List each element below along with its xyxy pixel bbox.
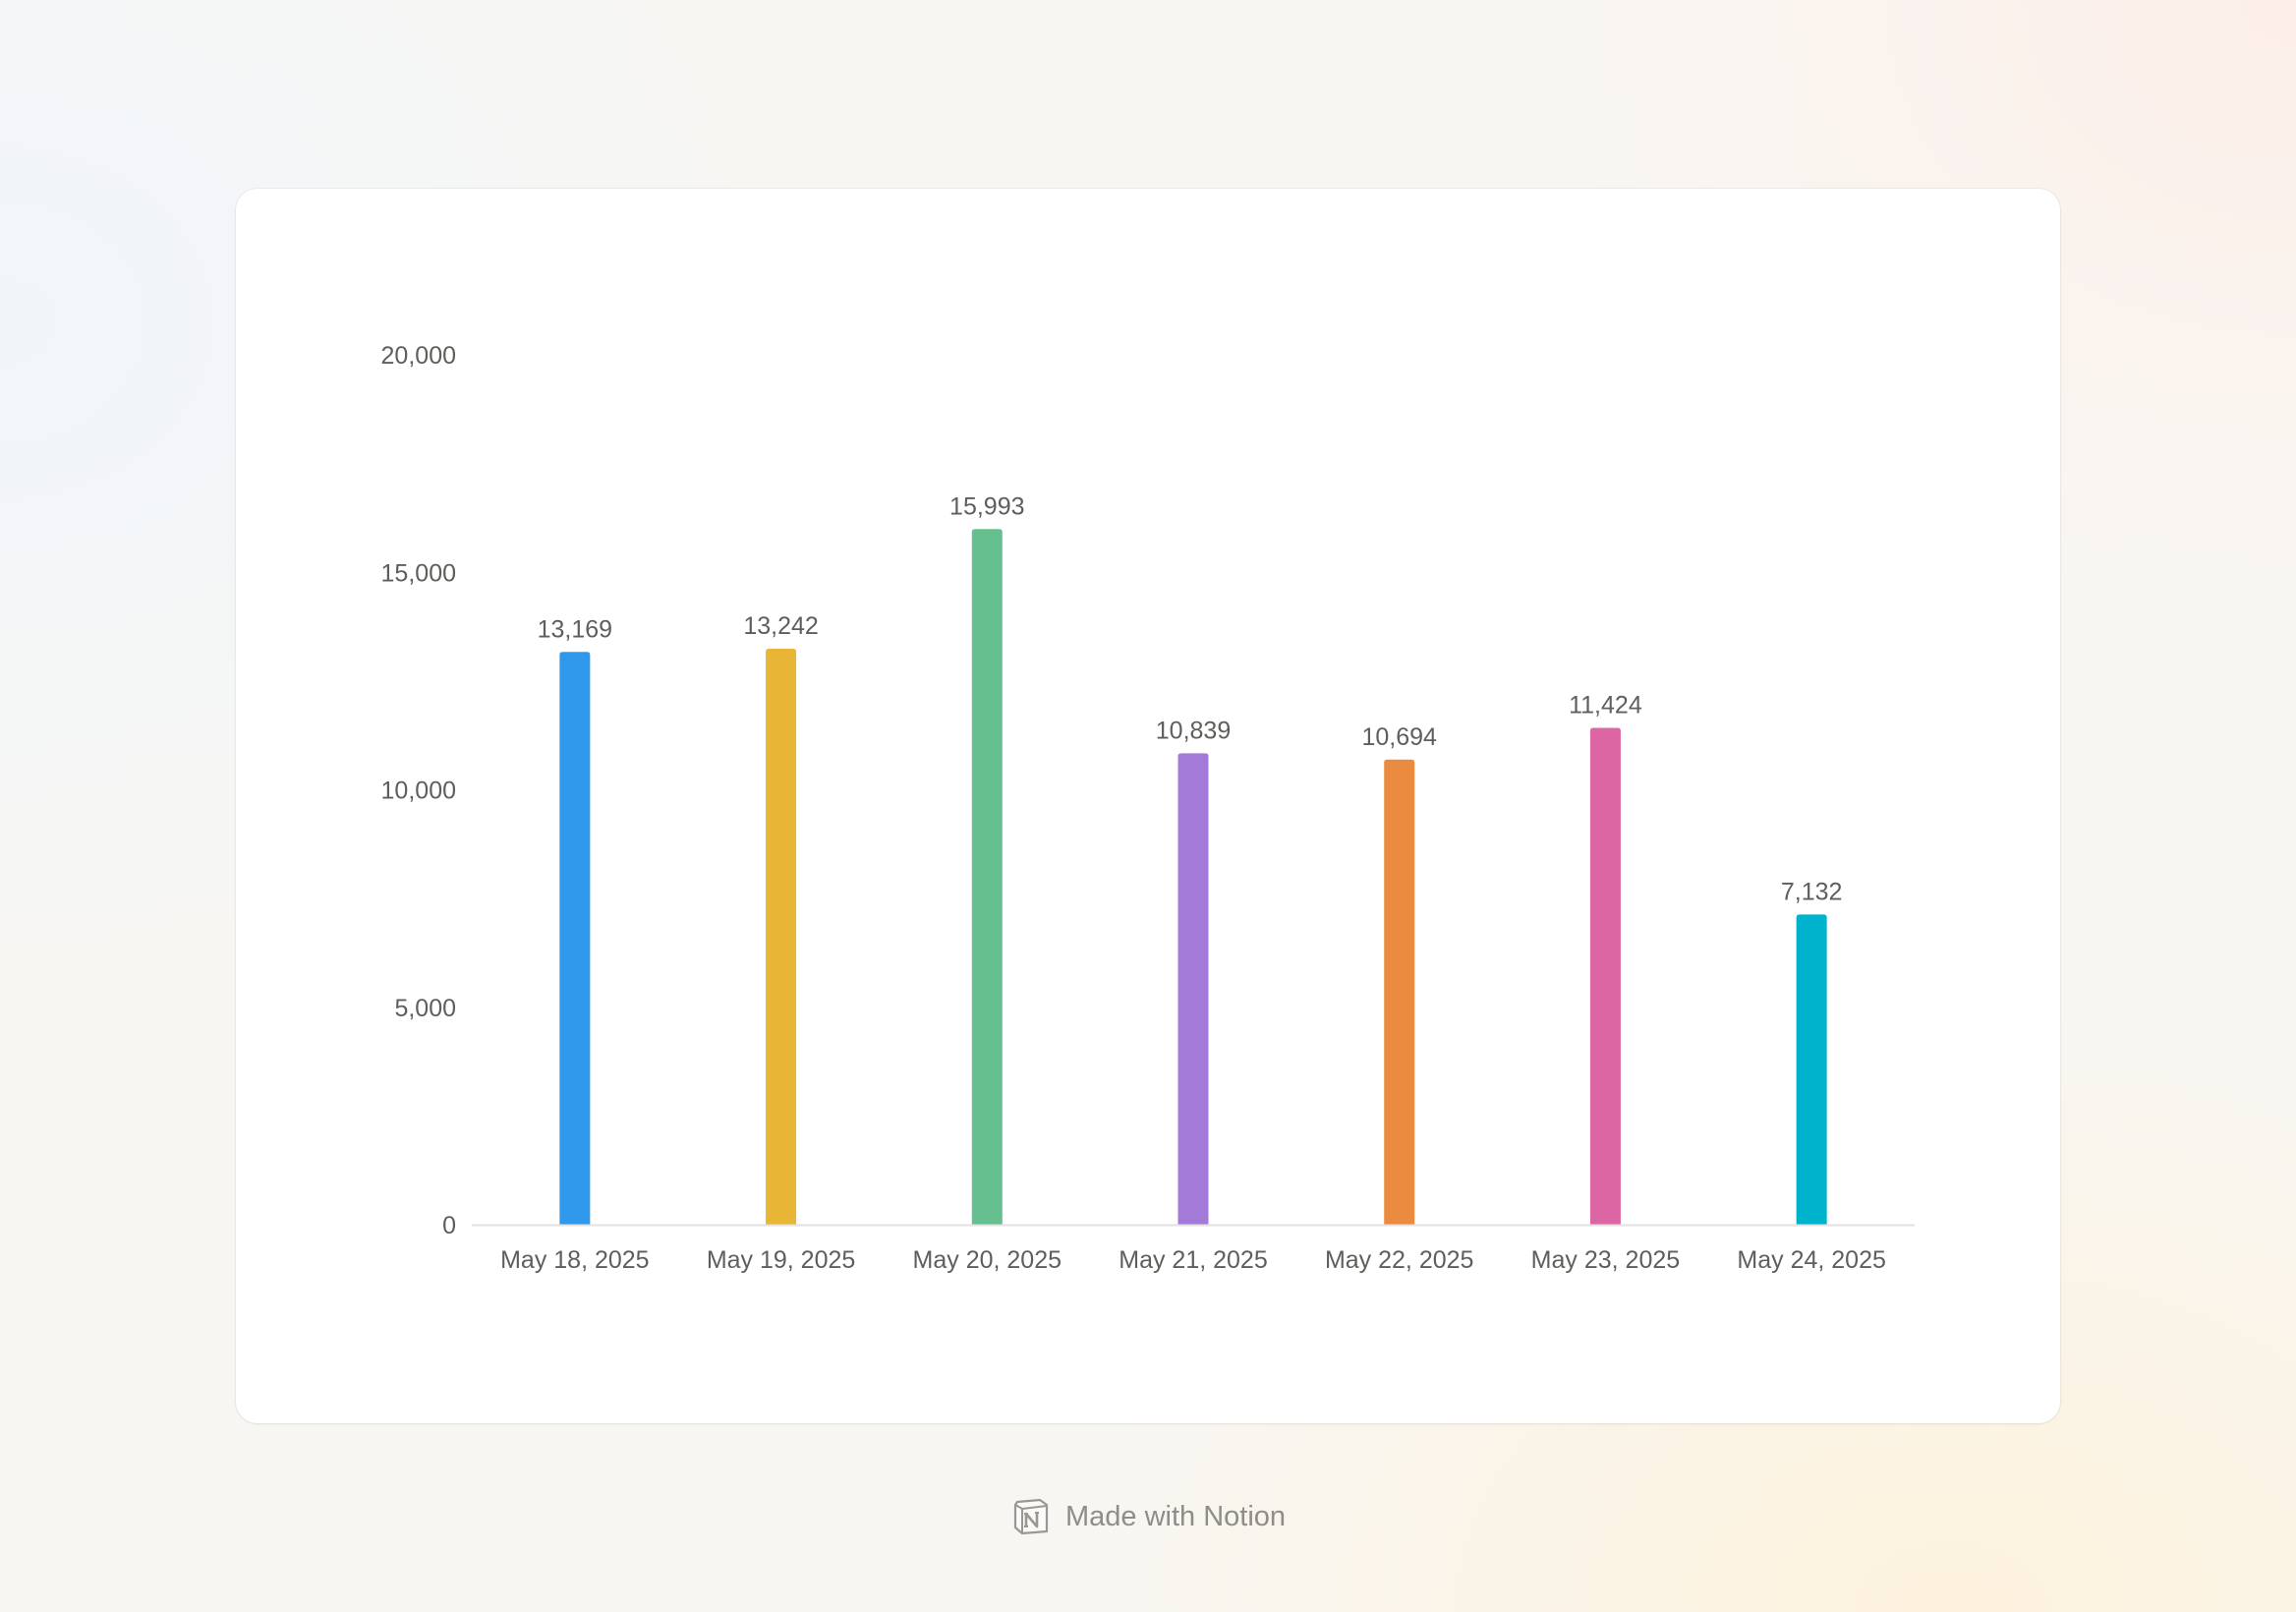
notion-logo-icon [1013,1498,1049,1535]
bar [766,649,797,1225]
y-tick-label: 20,000 [381,342,456,370]
x-tick-label: May 19, 2025 [707,1246,856,1274]
y-tick-label: 5,000 [394,995,456,1022]
bar-chart: 0 5,000 10,000 15,000 20,000 13,169 May 18, 20… [381,342,1915,1274]
bar-value-label: 15,993 [949,492,1024,520]
bar-value-label: 13,169 [538,615,612,643]
bar-value-label: 10,694 [1361,723,1437,751]
x-tick-label: May 20, 2025 [913,1246,1062,1274]
chart-card: 0 5,000 10,000 15,000 20,000 13,169 May 18, 20… [236,189,2060,1423]
bar [559,652,591,1225]
y-tick-label: 0 [442,1212,456,1239]
x-tick-label: May 24, 2025 [1737,1246,1886,1274]
made-with-notion-footer[interactable]: Made with Notion [0,1492,2296,1541]
bar-value-label: 7,132 [1781,878,1843,905]
x-tick-label: May 21, 2025 [1119,1246,1268,1274]
x-tick-label: May 18, 2025 [500,1246,650,1274]
y-tick-label: 15,000 [381,559,456,587]
bar [1177,753,1209,1225]
bar-value-label: 10,839 [1156,717,1231,744]
y-tick-label: 10,000 [381,777,456,805]
x-tick-label: May 22, 2025 [1325,1246,1474,1274]
x-tick-label: May 23, 2025 [1531,1246,1681,1274]
footer-text: Made with Notion [1064,1500,1287,1532]
bar [1589,727,1621,1225]
bar-value-label: 13,242 [743,612,818,640]
bar-value-label: 11,424 [1569,691,1642,719]
bar [971,529,1003,1225]
bar [1384,759,1415,1225]
bar [1796,914,1827,1225]
